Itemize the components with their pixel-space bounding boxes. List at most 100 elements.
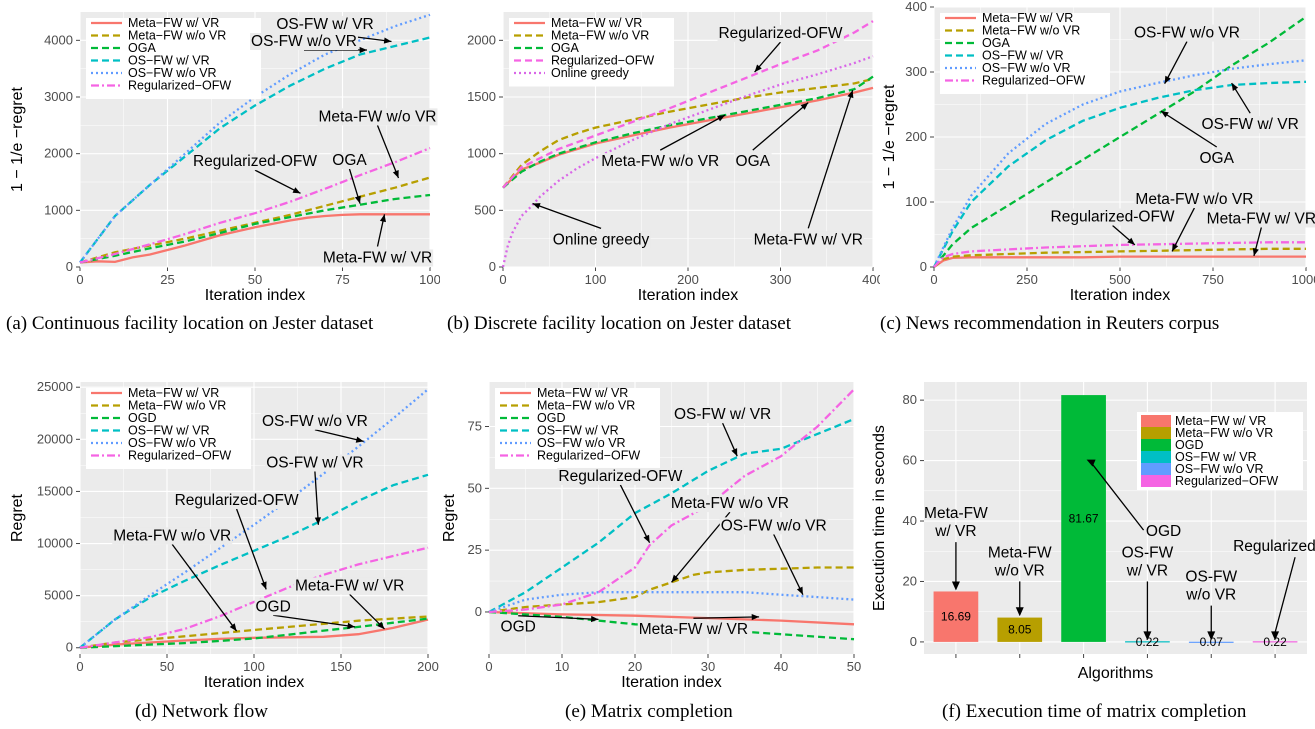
series-line-os-fw-w-o-vr — [932, 59, 1307, 268]
annotation-arrow — [807, 90, 854, 229]
series-line-regularized-ofw — [933, 241, 1306, 268]
series-line-os-fw-w-vr — [79, 473, 429, 649]
legend-key-meta-fw-w-o-vr — [1141, 427, 1171, 439]
x-tick-label: 200 — [417, 659, 439, 674]
y-tick-label: 0 — [910, 634, 917, 649]
x-tick-label: 25 — [160, 272, 174, 287]
series-line-oga — [933, 15, 1307, 268]
annotation-arrowhead — [1127, 237, 1135, 245]
annotation-label: Meta-FW — [924, 505, 988, 522]
bar-os-fw-w-vr — [1125, 641, 1170, 643]
y-tick-label: 0 — [489, 259, 496, 274]
annotation-label: OS-FW w/o VR — [251, 33, 357, 50]
x-tick-label: 50 — [847, 659, 861, 674]
y-tick-label: 4000 — [44, 32, 73, 47]
x-tick-label: 300 — [770, 272, 792, 287]
y-axis-title: Regret — [9, 493, 26, 542]
annotation-label: Meta-FW w/o VR — [319, 108, 437, 125]
y-tick-label: 25 — [468, 542, 482, 557]
legend-label-os-fw-w-vr: OS−FW w/ VR — [128, 54, 210, 68]
annotation-label: OS-FW — [1122, 544, 1174, 561]
x-tick-label: 0 — [76, 659, 83, 674]
bar-value-label: 81.67 — [1069, 511, 1099, 525]
x-axis-title: Iteration index — [1070, 287, 1171, 304]
bar-os-fw-w-o-vr — [1188, 641, 1234, 643]
series-line-regularized-ofw — [79, 146, 431, 264]
annotation-label: OS-FW w/ VR — [266, 454, 363, 471]
legend-label-meta-fw-w-vr: Meta−FW w/ VR — [128, 386, 219, 400]
legend-label-ogd: OGD — [537, 411, 565, 425]
legend-label-meta-fw-w-vr: Meta−FW w/ VR — [537, 386, 628, 400]
annotation-label-bg — [173, 491, 300, 509]
annotation-arrowhead — [260, 581, 267, 590]
x-tick-label: 400 — [862, 272, 880, 287]
y-tick-label: 100 — [905, 194, 927, 209]
y-tick-label: 1000 — [44, 202, 73, 217]
legend-label-online-greedy: Online greedy — [551, 66, 630, 80]
annotation-arrow — [518, 615, 599, 621]
annotation-label: w/ VR — [934, 523, 976, 540]
series-line-online-greedy — [501, 55, 874, 268]
series-line-os-fw-w-vr — [932, 80, 1307, 268]
legend-key-meta-fw-w-vr — [1141, 415, 1171, 427]
caption-e: (e) Matrix completion — [565, 701, 733, 722]
annotation-label: OS-FW w/ VR — [674, 406, 771, 423]
y-tick-label: 500 — [474, 202, 496, 217]
legend-label-os-fw-w-o-vr: OS−FW w/o VR — [128, 66, 217, 80]
annotation-arrowhead — [796, 586, 803, 595]
annotation-arrowhead — [1015, 607, 1024, 617]
annotation-label: Regularized-OFW — [1233, 538, 1315, 555]
annotation-label-bg — [1134, 190, 1255, 208]
annotation-label-bg — [321, 249, 434, 267]
annotation-arrowhead — [1271, 631, 1280, 641]
y-tick-label: 0 — [66, 259, 73, 274]
annotation-label-bg — [265, 454, 365, 472]
y-tick-label: 10000 — [37, 536, 73, 551]
y-tick-label: 20 — [903, 573, 917, 588]
annotation-arrowhead — [847, 90, 854, 99]
chart-network-flow: 0 50 100 150 200 0 5000 10000 15000 20000 25000 Met… — [9, 379, 439, 691]
x-tick-label: 40 — [774, 659, 788, 674]
legend-label-meta-fw-w-vr: Meta−FW w/ VR — [128, 16, 219, 30]
annotation-arrow — [752, 102, 809, 151]
annotation-arrowhead — [379, 214, 386, 223]
legend-label-meta-fw-w-o-vr: Meta−FW w/o VR — [128, 29, 226, 43]
annotation-arrow — [619, 484, 651, 544]
bar-meta-fw-w-o-vr — [997, 617, 1043, 642]
annotation-arrowhead — [717, 115, 725, 122]
caption-f: (f) Execution time of matrix completion — [942, 701, 1247, 722]
annotation-arrow — [1171, 207, 1195, 252]
annotation-label: Meta-FW w/ VR — [639, 621, 748, 638]
legend-label-os-fw-w-vr: OS−FW w/ VR — [1175, 450, 1257, 464]
annotation-arrowhead — [355, 436, 364, 443]
x-tick-label: 0 — [76, 272, 83, 287]
legend-label-regularized-ofw: Regularized−OFW — [1175, 474, 1278, 488]
caption-c: (c) News recommendation in Reuters corpu… — [880, 313, 1220, 334]
annotation-arrowhead — [392, 170, 399, 179]
annotation-label: Meta-FW — [988, 544, 1052, 561]
legend-key-regularized-ofw — [1141, 475, 1171, 487]
x-tick-label: 500 — [1109, 272, 1131, 287]
y-tick-label: 300 — [905, 64, 927, 79]
series-line-os-fw-w-vr — [79, 36, 431, 264]
annotation-arrow — [693, 616, 760, 619]
annotation-label: w/o VR — [1185, 587, 1236, 604]
annotation-label: OGD — [1146, 523, 1181, 540]
annotation-arrow — [532, 202, 602, 229]
series-line-os-fw-w-o-vr — [488, 591, 855, 614]
x-axis-title: Algorithms — [1078, 665, 1154, 682]
y-axis-title: Regret — [441, 493, 458, 542]
annotation-arrowhead — [1143, 631, 1152, 641]
legend-label-regularized-ofw: Regularized−OFW — [982, 74, 1085, 88]
annotation-label: OS-FW w/ VR — [1202, 116, 1299, 133]
annotation-label-bg — [317, 108, 438, 126]
annotation-arrow — [376, 125, 400, 179]
y-axis-title: 1 − 1/e −regret — [9, 86, 26, 192]
annotation-label: OS-FW — [1185, 569, 1237, 586]
annotation-label: w/o VR — [994, 562, 1045, 579]
y-tick-label: 2000 — [467, 32, 496, 47]
legend-label-meta-fw-w-o-vr: Meta−FW w/o VR — [537, 399, 635, 413]
annotation-arrowhead — [347, 622, 355, 629]
annotation-label-bg — [499, 618, 537, 636]
annotation-label-bg — [672, 406, 773, 424]
